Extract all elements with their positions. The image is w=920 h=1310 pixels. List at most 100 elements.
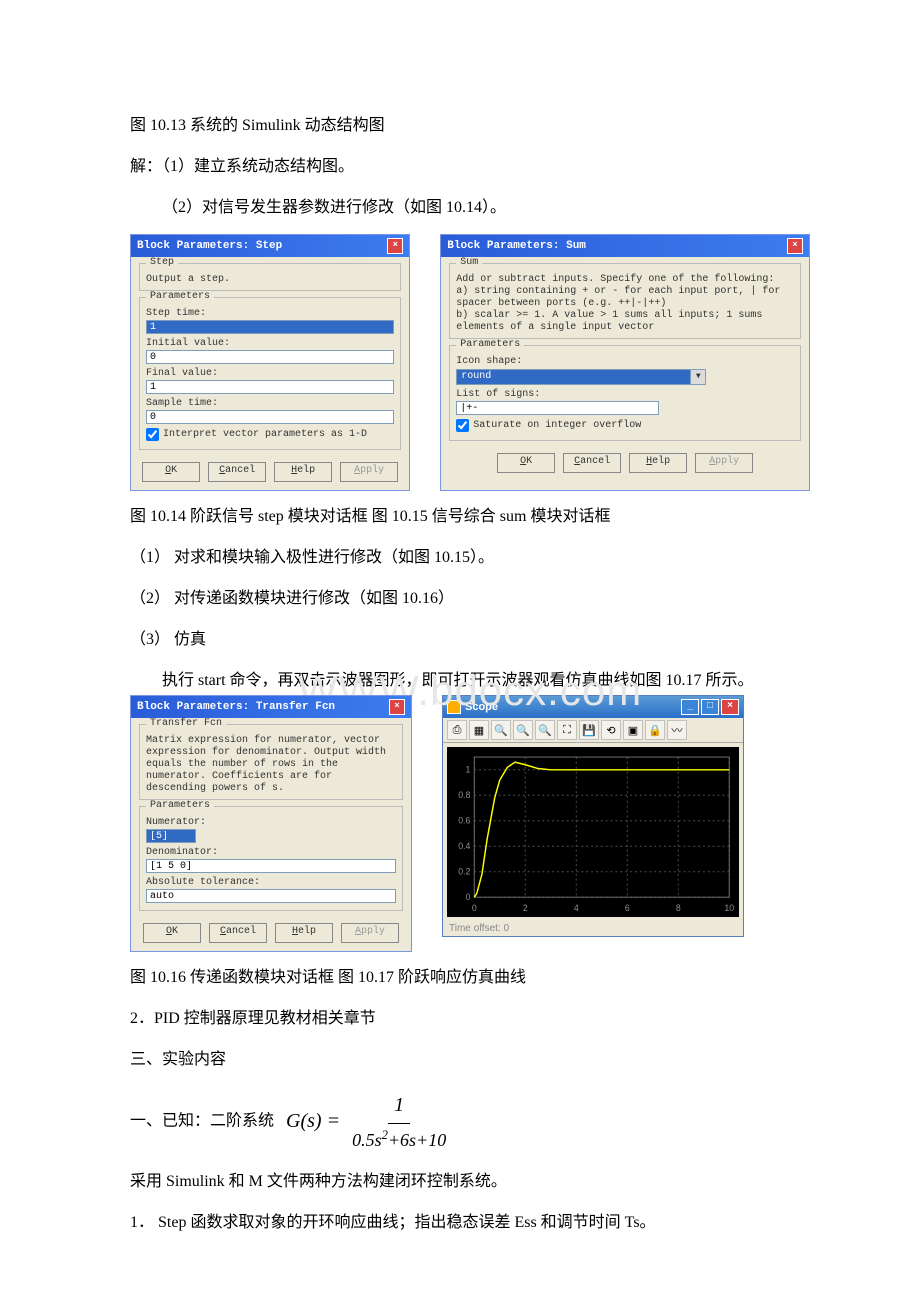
float-icon[interactable]: ▣ — [623, 720, 643, 740]
tf-desc: Matrix expression for numerator, vector … — [146, 735, 396, 795]
step-desc: Output a step. — [146, 274, 394, 286]
svg-text:10: 10 — [724, 903, 734, 913]
step-time-label: Step time: — [146, 308, 394, 319]
formula-line: 一、已知：二阶系统 G(s) = 1 0.5s2+6s+10 — [130, 1087, 810, 1156]
sum-btn-row: OK Cancel Help Apply — [441, 447, 809, 481]
apply-button[interactable]: Apply — [340, 462, 398, 482]
tf-group2-label: Parameters — [146, 800, 214, 811]
svg-text:2: 2 — [523, 903, 528, 913]
svg-text:6: 6 — [625, 903, 630, 913]
den-input[interactable] — [146, 859, 396, 873]
close-icon[interactable]: × — [389, 699, 405, 715]
p5: 2．PID 控制器原理见教材相关章节 — [130, 1005, 810, 1034]
sum-chk-row[interactable]: Saturate on integer overflow — [456, 419, 794, 432]
formula-den: 0.5s2+6s+10 — [346, 1124, 452, 1156]
sum-checkbox[interactable] — [456, 419, 469, 432]
listsigns-label: List of signs: — [456, 389, 794, 400]
scope-window: Scope _ □ × ⎙ ▦ 🔍 🔍 🔍 ⛶ 💾 ⟲ ▣ 🔒 〰 — [442, 695, 744, 937]
step-chk-label: Interpret vector parameters as 1-D — [163, 429, 367, 440]
signal-icon[interactable]: 〰 — [667, 720, 687, 740]
sum-group2-label: Parameters — [456, 339, 524, 350]
step-time-input[interactable] — [146, 320, 394, 334]
autoscale-icon[interactable]: ⛶ — [557, 720, 577, 740]
help-button[interactable]: Help — [274, 462, 332, 482]
tf-btn-row: OK Cancel Help Apply — [131, 917, 411, 951]
max-icon[interactable]: □ — [701, 699, 719, 715]
p4: 执行 start 命令，再双击示波器图形，即可打开示波器观看仿真曲线如图 10.… — [130, 667, 810, 696]
caption-14-15: 图 10.14 阶跃信号 step 模块对话框 图 10.15 信号综合 sum… — [130, 503, 810, 532]
num-input[interactable] — [146, 829, 196, 843]
params-icon[interactable]: ▦ — [469, 720, 489, 740]
li2: （2） 对传递函数模块进行修改（如图 10.16） — [130, 585, 810, 614]
scope-toolbar: ⎙ ▦ 🔍 🔍 🔍 ⛶ 💾 ⟲ ▣ 🔒 〰 — [443, 718, 743, 743]
svg-text:4: 4 — [574, 903, 579, 913]
chevron-down-icon[interactable]: ▼ — [691, 369, 706, 385]
sum-group1-label: Sum — [456, 257, 482, 268]
close-icon[interactable]: × — [787, 238, 803, 254]
cancel-button[interactable]: Cancel — [563, 453, 621, 473]
step-title: Block Parameters: Step — [137, 240, 282, 252]
help-button[interactable]: Help — [629, 453, 687, 473]
tf-titlebar: Block Parameters: Transfer Fcn × — [131, 696, 411, 718]
dialogs-row-2: Block Parameters: Transfer Fcn × Transfe… — [130, 695, 810, 952]
sum-dialog: Block Parameters: Sum × Sum Add or subtr… — [440, 234, 810, 491]
restore-icon[interactable]: ⟲ — [601, 720, 621, 740]
apply-button[interactable]: Apply — [695, 453, 753, 473]
close-icon[interactable]: × — [387, 238, 403, 254]
sum-title: Block Parameters: Sum — [447, 240, 586, 252]
cancel-button[interactable]: Cancel — [209, 923, 267, 943]
time-offset: Time offset: 0 — [443, 921, 743, 936]
step-group1: Step Output a step. — [139, 263, 401, 291]
close-icon[interactable]: × — [721, 699, 739, 715]
step-chk-row[interactable]: Interpret vector parameters as 1-D — [146, 428, 394, 441]
svg-text:0.8: 0.8 — [458, 791, 470, 801]
dialogs-row-1: Block Parameters: Step × Step Output a s… — [130, 234, 810, 491]
zoom-y-icon[interactable]: 🔍 — [535, 720, 555, 740]
tf-dialog: Block Parameters: Transfer Fcn × Transfe… — [130, 695, 412, 952]
cancel-button[interactable]: Cancel — [208, 462, 266, 482]
svg-text:0.6: 0.6 — [458, 816, 470, 826]
sum-titlebar: Block Parameters: Sum × — [441, 235, 809, 257]
caption-16-17: 图 10.16 传递函数模块对话框 图 10.17 阶跃响应仿真曲线 — [130, 964, 810, 993]
print-icon[interactable]: ⎙ — [447, 720, 467, 740]
step2-line: （2）对信号发生器参数进行修改（如图 10.14）。 — [130, 194, 810, 223]
help-button[interactable]: Help — [275, 923, 333, 943]
li1: （1） 对求和模块输入极性进行修改（如图 10.15）。 — [130, 544, 810, 573]
sum-chk-label: Saturate on integer overflow — [473, 420, 641, 431]
step-dialog: Block Parameters: Step × Step Output a s… — [130, 234, 410, 491]
save-icon[interactable]: 💾 — [579, 720, 599, 740]
li3: （3） 仿真 — [130, 626, 810, 655]
svg-text:0.4: 0.4 — [458, 842, 470, 852]
scope-plot: 024681000.20.40.60.81 — [447, 747, 739, 917]
ok-button[interactable]: OK — [142, 462, 200, 482]
p9: 1． Step 函数求取对象的开环响应曲线；指出稳态误差 Ess 和调节时间 T… — [130, 1209, 810, 1238]
listsigns-input[interactable] — [456, 401, 659, 415]
p7-prefix: 一、已知：二阶系统 — [130, 1112, 274, 1129]
sum-group1: Sum Add or subtract inputs. Specify one … — [449, 263, 801, 339]
step-btn-row: OK Cancel Help Apply — [131, 456, 409, 490]
step-group1-label: Step — [146, 257, 178, 268]
sample-input[interactable] — [146, 410, 394, 424]
p6: 三、实验内容 — [130, 1046, 810, 1075]
svg-text:0: 0 — [465, 893, 470, 903]
zoom-x-icon[interactable]: 🔍 — [513, 720, 533, 740]
iconshape-dropdown[interactable]: round ▼ — [456, 369, 706, 385]
apply-button[interactable]: Apply — [341, 923, 399, 943]
min-icon[interactable]: _ — [681, 699, 699, 715]
scope-app-icon — [447, 700, 461, 714]
lock-icon[interactable]: 🔒 — [645, 720, 665, 740]
step-checkbox[interactable] — [146, 428, 159, 441]
tf-group1: Transfer Fcn Matrix expression for numer… — [139, 724, 403, 800]
abstol-input[interactable] — [146, 889, 396, 903]
p8: 采用 Simulink 和 M 文件两种方法构建闭环控制系统。 — [130, 1168, 810, 1197]
final-input[interactable] — [146, 380, 394, 394]
sum-group2: Parameters Icon shape: round ▼ List of s… — [449, 345, 801, 441]
ok-button[interactable]: OK — [497, 453, 555, 473]
zoom-icon[interactable]: 🔍 — [491, 720, 511, 740]
ok-button[interactable]: OK — [143, 923, 201, 943]
svg-text:1: 1 — [465, 765, 470, 775]
iconshape-value: round — [456, 369, 691, 385]
formula-num: 1 — [388, 1087, 410, 1124]
formula-lhs: G(s) = — [286, 1103, 340, 1139]
init-input[interactable] — [146, 350, 394, 364]
